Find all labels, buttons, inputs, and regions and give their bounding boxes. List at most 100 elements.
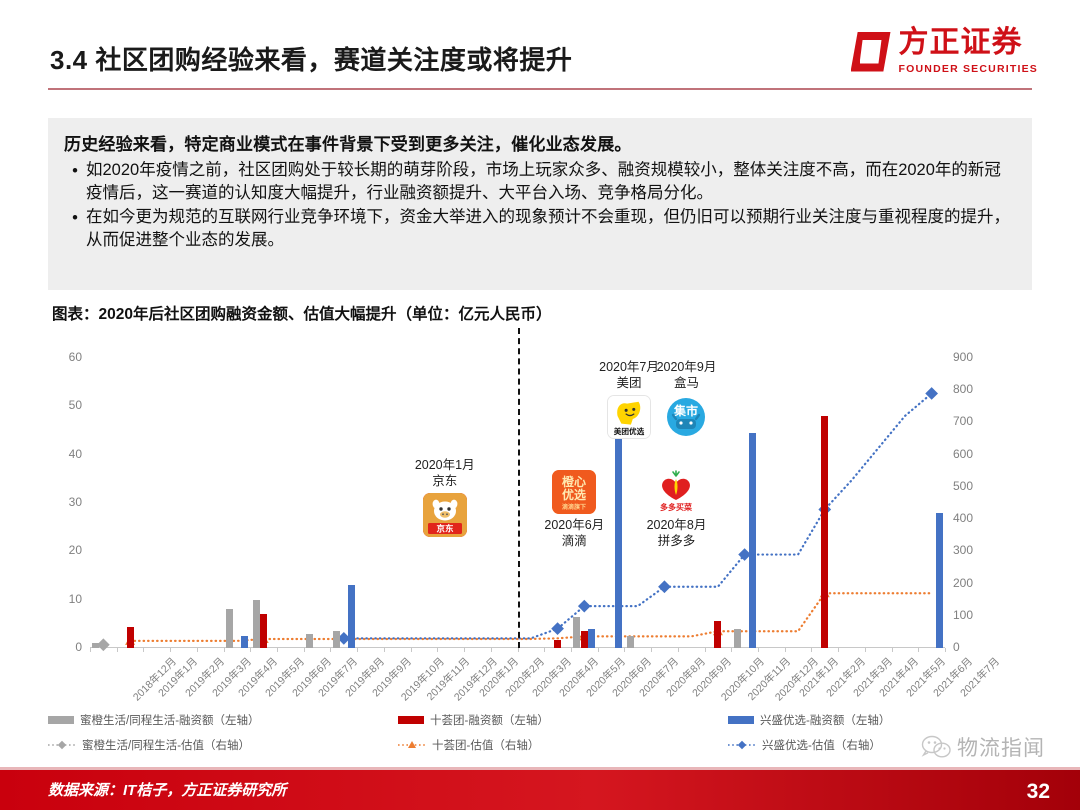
chart-bar bbox=[260, 614, 268, 648]
annotation-jingdong: 2020年1月 京东 京东 bbox=[401, 458, 489, 538]
y-axis-right-tick-label: 0 bbox=[953, 640, 960, 654]
legend-item-shihuituan-valuation[interactable]: 十荟团-估值（右轴） bbox=[398, 737, 728, 753]
legend-item-xingsheng-valuation[interactable]: 兴盛优选-估值（右轴） bbox=[728, 737, 978, 753]
svg-text:美团优选: 美团优选 bbox=[614, 426, 645, 436]
annotation-hema: 2020年9月 盒马 集市 bbox=[642, 360, 730, 440]
x-axis-tick bbox=[731, 648, 733, 652]
chart-line bbox=[128, 592, 933, 643]
watermark: 物流指闻 bbox=[921, 732, 1045, 762]
annotation-pinduoduo-date: 2020年8月 bbox=[646, 518, 707, 532]
x-axis-tick bbox=[838, 648, 840, 652]
x-axis-tick bbox=[677, 648, 679, 652]
x-axis-tick bbox=[410, 648, 412, 652]
y-axis-right-tick-label: 500 bbox=[953, 478, 974, 493]
y-axis-left-tick-label: 10 bbox=[68, 591, 82, 606]
figure-caption: 图表：2020年后社区团购融资金额、估值大幅提升（单位：亿元人民币） bbox=[52, 306, 552, 323]
y-axis-right-tick-label: 600 bbox=[953, 446, 974, 461]
x-axis-tick bbox=[170, 648, 172, 652]
chengxin-youxuan-logo-icon: 橙心 优选 滴滴旗下 bbox=[552, 470, 597, 514]
legend-item-shihuituan-funding[interactable]: 十荟团-融资额（左轴） bbox=[398, 712, 728, 728]
x-axis-tick bbox=[196, 648, 198, 652]
x-axis-tick bbox=[704, 648, 706, 652]
x-axis-tick bbox=[891, 648, 893, 652]
x-axis-tick bbox=[303, 648, 305, 652]
x-axis-tick bbox=[330, 648, 332, 652]
page-number: 32 bbox=[1026, 780, 1050, 803]
annotation-hema-company: 盒马 bbox=[673, 375, 699, 390]
legend-item-xingsheng-funding[interactable]: 兴盛优选-融资额（左轴） bbox=[728, 712, 978, 728]
summary-headline: 历史经验来看，特定商业模式在事件背景下受到更多关注，催化业态发展。 bbox=[64, 135, 632, 154]
legend-swatch-dotted-grey bbox=[48, 740, 76, 750]
chart-bar bbox=[225, 609, 233, 648]
x-axis-tick bbox=[116, 648, 118, 652]
svg-text:橙心: 橙心 bbox=[562, 474, 586, 489]
chart-data-marker bbox=[658, 580, 671, 594]
annotation-didi-date: 2020年6月 bbox=[544, 518, 605, 532]
chart-bar bbox=[714, 621, 722, 648]
summary-textbox: 历史经验来看，特定商业模式在事件背景下受到更多关注，催化业态发展。 • 如202… bbox=[48, 118, 1032, 290]
chart-bar bbox=[733, 628, 741, 648]
x-axis-tick bbox=[864, 648, 866, 652]
annotation-jingdong-company: 京东 bbox=[432, 473, 458, 488]
logo-text-en: FOUNDER SECURITIES bbox=[898, 63, 1038, 75]
chart-bar bbox=[615, 401, 623, 648]
title-divider bbox=[48, 88, 1032, 90]
x-axis-tick bbox=[757, 648, 759, 652]
x-axis-tick bbox=[784, 648, 786, 652]
event-divider-line bbox=[517, 328, 520, 648]
legend-item-mi-cheng-valuation[interactable]: 蜜橙生活/同程生活-估值（右轴） bbox=[48, 737, 398, 753]
chart-plot-area: 0 10 20 30 40 50 60 0 100 200 300 400 500 600 700 800 90… bbox=[69, 328, 1002, 704]
x-axis-tick bbox=[383, 648, 385, 652]
svg-text:京东: 京东 bbox=[436, 524, 454, 535]
y-axis-right-tick-label: 400 bbox=[953, 511, 974, 526]
legend-label: 十荟团-融资额（左轴） bbox=[430, 715, 549, 727]
x-axis-tick bbox=[437, 648, 439, 652]
founder-logo-icon bbox=[850, 31, 891, 72]
svg-text:多多买菜: 多多买菜 bbox=[660, 502, 692, 512]
y-axis-left-tick-label: 50 bbox=[68, 398, 82, 413]
legend-swatch-dotted-orange bbox=[398, 740, 426, 750]
footer-divider bbox=[0, 767, 1080, 770]
x-axis-tick bbox=[90, 648, 91, 652]
y-axis-right-tick-label: 300 bbox=[953, 543, 974, 558]
chart-bar bbox=[588, 628, 596, 648]
chart-bar bbox=[306, 633, 314, 648]
legend-swatch-dotted-blue bbox=[728, 740, 756, 750]
legend-label: 兴盛优选-融资额（左轴） bbox=[760, 715, 891, 727]
legend-row-1: 蜜橙生活/同程生活-融资额（左轴） 十荟团-融资额（左轴） 兴盛优选-融资额（左… bbox=[48, 712, 978, 728]
chart-legend: 蜜橙生活/同程生活-融资额（左轴） 十荟团-融资额（左轴） 兴盛优选-融资额（左… bbox=[48, 712, 978, 762]
legend-label: 蜜橙生活/同程生活-融资额（左轴） bbox=[80, 715, 260, 727]
legend-swatch-bar-blue bbox=[728, 716, 754, 724]
bullet-marker-icon: • bbox=[72, 162, 78, 180]
chart-bar bbox=[626, 635, 634, 648]
x-axis-tick bbox=[250, 648, 252, 652]
y-axis-left-tick-label: 30 bbox=[68, 495, 82, 509]
annotation-meituan: 2020年7月 美团 美团优选 bbox=[585, 360, 673, 440]
legend-label: 蜜橙生活/同程生活-估值（右轴） bbox=[82, 740, 251, 752]
chart-bar bbox=[573, 616, 581, 648]
summary-bullet-1: • 如2020年疫情之前，社区团购处于较长期的萌芽阶段，市场上玩家众多、融资规模… bbox=[64, 159, 1016, 206]
y-axis-left-tick-label: 20 bbox=[68, 543, 82, 558]
hema-jishi-logo-icon: 集市 bbox=[664, 395, 709, 440]
chart-bar bbox=[935, 512, 943, 648]
chart-container: 0 10 20 30 40 50 60 0 100 200 300 400 500 600 700 800 90… bbox=[48, 328, 1034, 770]
bullet-marker-icon: • bbox=[72, 208, 78, 227]
x-axis-tick bbox=[811, 648, 813, 652]
y-axis-right-tick-label: 200 bbox=[953, 575, 974, 590]
chart-bar bbox=[580, 631, 588, 648]
x-axis-tick bbox=[223, 648, 225, 652]
legend-swatch-bar-grey bbox=[48, 716, 74, 724]
chart-bar bbox=[332, 631, 340, 648]
company-logo: 方正证券 FOUNDER SECURITIES bbox=[850, 28, 1038, 75]
y-axis-right-tick-label: 800 bbox=[953, 382, 974, 397]
chart-bar bbox=[554, 639, 562, 648]
wechat-icon bbox=[921, 735, 951, 758]
annotation-meituan-company: 美团 bbox=[616, 375, 642, 390]
chart-data-marker bbox=[337, 631, 351, 645]
svg-text:滴滴旗下: 滴滴旗下 bbox=[562, 503, 586, 511]
legend-item-mi-cheng-funding[interactable]: 蜜橙生活/同程生活-融资额（左轴） bbox=[48, 712, 398, 728]
y-axis-right-tick-label: 900 bbox=[953, 350, 974, 364]
legend-label: 十荟团-估值（右轴） bbox=[432, 740, 540, 752]
x-axis-tick bbox=[143, 648, 145, 652]
annotation-pinduoduo: 多多买菜 2020年8月 拼多多 bbox=[632, 466, 720, 549]
